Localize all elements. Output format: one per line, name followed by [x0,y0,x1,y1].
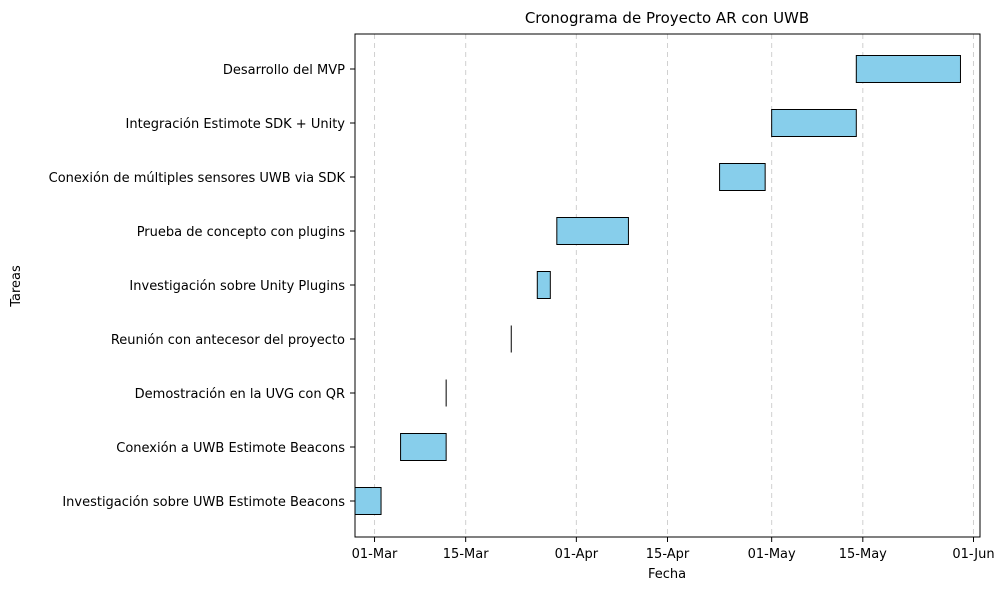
x-tick-label: 15-May [839,547,887,562]
task-label: Reunión con antecesor del proyecto [111,333,345,348]
task-bar [400,433,447,461]
task-label: Prueba de concepto con plugins [137,225,346,240]
task-bar [771,109,857,137]
task-label: Investigación sobre Unity Plugins [129,279,345,294]
x-tick-label: 01-May [748,547,796,562]
task-label: Integración Estimote SDK + Unity [126,117,346,132]
task-label: Investigación sobre UWB Estimote Beacons [62,495,345,510]
task-bar [855,55,961,83]
chart-title: Cronograma de Proyecto AR con UWB [525,9,809,27]
x-tick-label: 01-Jun [952,547,994,562]
x-tick-label: 15-Mar [443,547,489,562]
task-bar [354,487,382,515]
y-axis-ticks: Investigación sobre UWB Estimote Beacons… [49,63,355,510]
task-label: Conexión a UWB Estimote Beacons [116,441,345,456]
task-label: Desarrollo del MVP [223,63,345,78]
task-bar [536,271,551,299]
task-bar [556,217,629,245]
bars-layer [354,55,961,515]
y-axis-label: Tareas [9,265,24,308]
task-label: Demostración en la UVG con QR [135,387,345,402]
grid-layer [374,34,974,537]
x-tick-label: 01-Mar [352,547,398,562]
x-axis-label: Fecha [648,567,686,582]
task-label: Conexión de múltiples sensores UWB via S… [49,171,346,186]
x-tick-label: 15-Apr [646,547,690,562]
x-axis-ticks: 01-Mar 15-Mar 01-Apr 15-Apr 01-May 15-May 01-J… [352,537,994,562]
task-bar [719,163,766,191]
x-tick-label: 01-Apr [555,547,599,562]
